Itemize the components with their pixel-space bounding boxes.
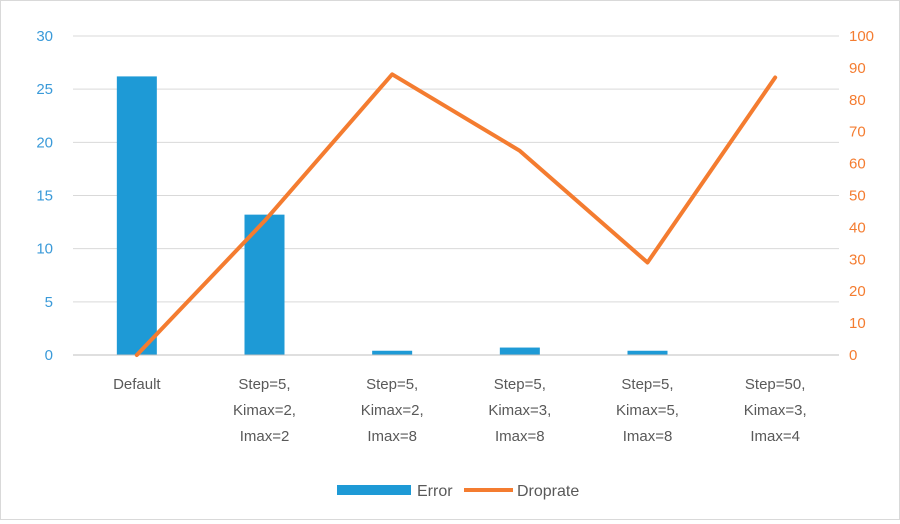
category-label: Default xyxy=(113,376,161,393)
category-label: Step=5,Kimax=5,Imax=8 xyxy=(616,376,679,445)
left-tick-label: 15 xyxy=(36,188,53,205)
left-tick-label: 10 xyxy=(36,241,53,258)
error-bar xyxy=(372,351,412,355)
right-tick-label: 70 xyxy=(849,124,866,141)
gridlines xyxy=(73,36,839,302)
right-tick-label: 20 xyxy=(849,283,866,300)
category-label: Step=5,Kimax=2,Imax=8 xyxy=(361,376,424,445)
left-tick-label: 25 xyxy=(36,81,53,98)
right-tick-label: 30 xyxy=(849,251,866,268)
right-tick-label: 60 xyxy=(849,156,866,173)
right-tick-label: 50 xyxy=(849,188,866,205)
category-labels: Default Step=5,Kimax=2,Imax=2 Step=5,Kimax… xyxy=(113,376,807,445)
left-tick-label: 5 xyxy=(45,294,53,311)
category-label: Step=50,Kimax=3,Imax=4 xyxy=(744,376,807,445)
category-label: Step=5,Kimax=2,Imax=2 xyxy=(233,376,296,445)
droprate-line-layer xyxy=(137,74,776,355)
legend-error-label: Error xyxy=(417,483,453,500)
right-tick-label: 40 xyxy=(849,219,866,236)
droprate-line xyxy=(137,74,775,355)
right-tick-label: 10 xyxy=(849,315,866,332)
error-bar xyxy=(500,348,540,355)
legend-droprate-label: Droprate xyxy=(517,483,579,500)
left-axis-ticks: 0 5 10 15 20 25 30 xyxy=(36,28,53,364)
left-tick-label: 20 xyxy=(36,134,53,151)
error-bar xyxy=(117,76,157,355)
legend-error-swatch xyxy=(337,485,411,495)
legend: Error Droprate xyxy=(337,483,579,500)
right-tick-label: 100 xyxy=(849,28,874,45)
left-tick-label: 30 xyxy=(36,28,53,45)
right-axis-ticks: 0 10 20 30 40 50 60 70 80 90 100 xyxy=(849,28,874,364)
left-tick-label: 0 xyxy=(45,347,53,364)
error-bar xyxy=(628,351,668,355)
right-tick-label: 80 xyxy=(849,92,866,109)
category-label: Step=5,Kimax=3,Imax=8 xyxy=(488,376,551,445)
error-bars xyxy=(117,76,668,355)
right-tick-label: 0 xyxy=(849,347,857,364)
right-tick-label: 90 xyxy=(849,60,866,77)
